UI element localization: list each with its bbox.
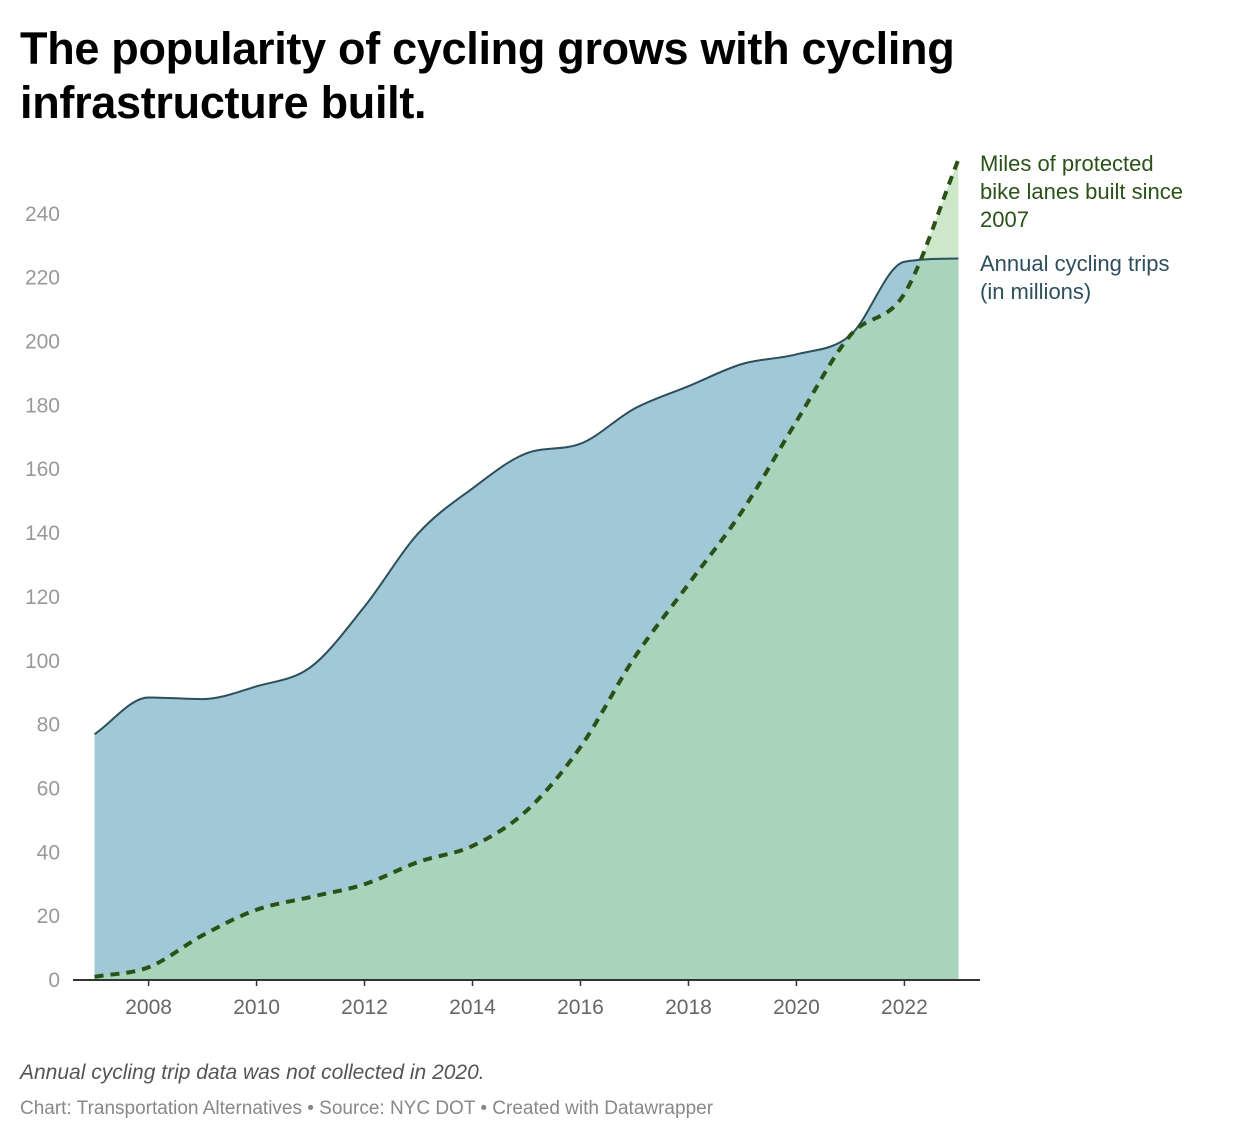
x-tick-label: 2020 [773, 996, 820, 1019]
x-tick-label: 2010 [233, 996, 280, 1019]
series-label-bike-lanes: Miles of protected bike lanes built since… [980, 150, 1183, 234]
x-axis-ticks: 2008 2010 2012 2014 2016 2018 2020 2022 [125, 980, 928, 1019]
y-tick-label: 60 [37, 777, 60, 800]
bike-lanes-area [94, 258, 959, 980]
y-tick-label: 140 [25, 522, 60, 545]
bike-lanes-line [94, 158, 961, 979]
cycling-trips-line [94, 257, 959, 736]
y-tick-label: 120 [25, 586, 60, 609]
x-tick-label: 2014 [449, 996, 496, 1019]
series-label-line: 2007 [980, 207, 1029, 232]
y-tick-label: 200 [25, 331, 60, 354]
chart-title: The popularity of cycling grows with cyc… [20, 23, 955, 128]
series-label-line: Annual cycling trips [980, 251, 1170, 276]
x-tick-label: 2016 [557, 996, 604, 1019]
series-label-line: (in millions) [980, 279, 1092, 304]
y-tick-label: 220 [25, 267, 60, 290]
x-tick-label: 2022 [881, 996, 928, 1019]
chart-areas [94, 158, 961, 981]
y-axis-ticks: 0 20 40 60 80 100 120 140 160 180 200 220 240 [25, 203, 60, 992]
y-tick-label: 0 [48, 969, 60, 992]
x-tick-label: 2012 [341, 996, 388, 1019]
y-tick-label: 160 [25, 458, 60, 481]
x-tick-label: 2008 [125, 996, 172, 1019]
y-tick-label: 240 [25, 203, 60, 226]
y-tick-label: 80 [37, 714, 60, 737]
y-tick-label: 180 [25, 394, 60, 417]
y-tick-label: 40 [37, 841, 60, 864]
series-label-cycling-trips: Annual cycling trips (in millions) [980, 250, 1170, 306]
y-tick-label: 20 [37, 905, 60, 928]
chart-credit: Chart: Transportation Alternatives • Sou… [20, 1098, 714, 1119]
series-label-line: bike lanes built since [980, 179, 1184, 204]
chart-note: Annual cycling trip data was not collect… [20, 1061, 485, 1084]
y-tick-label: 100 [25, 650, 60, 673]
series-label-line: Miles of protected [980, 151, 1154, 176]
x-tick-label: 2018 [665, 996, 712, 1019]
